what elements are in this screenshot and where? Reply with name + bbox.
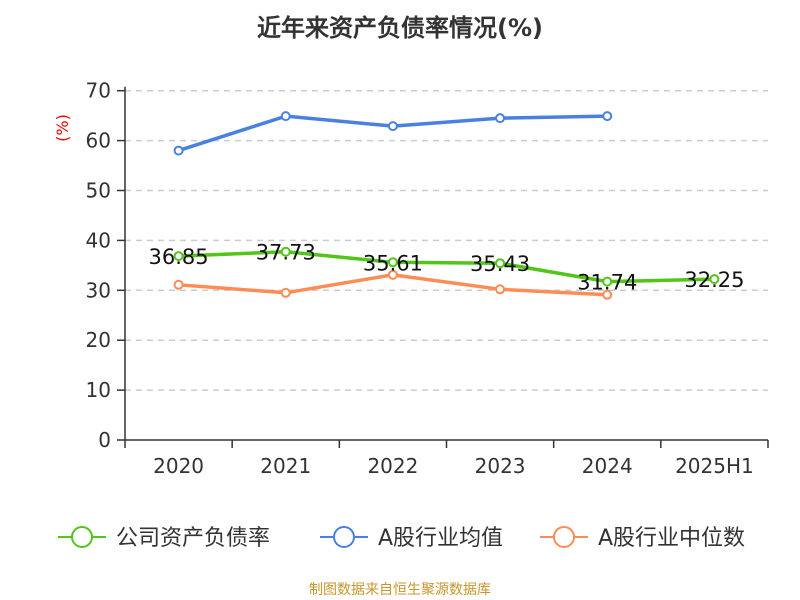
x-tick-label: 2021 — [260, 454, 311, 478]
data-point — [387, 121, 398, 132]
data-point — [495, 113, 506, 124]
data-point — [495, 258, 506, 269]
data-point — [602, 289, 613, 300]
legend-marker — [71, 526, 93, 548]
data-point — [709, 274, 720, 285]
series-line — [178, 249, 715, 284]
data-point — [173, 251, 184, 262]
x-tick-label: 2023 — [475, 454, 526, 478]
y-tick-label: 70 — [86, 79, 111, 103]
legend-label: A股行业均值 — [378, 526, 503, 551]
data-point — [602, 276, 613, 287]
y-tick-label: 20 — [86, 328, 111, 352]
data-point — [173, 145, 184, 156]
data-point — [602, 111, 613, 122]
data-point — [280, 246, 291, 257]
legend-marker — [333, 526, 355, 548]
data-label: 35.43 — [470, 252, 530, 276]
data-point — [280, 287, 291, 298]
y-axis-label: (%) — [53, 114, 72, 142]
data-point — [387, 257, 398, 268]
source-note: 制图数据来自恒生聚源数据库 — [309, 582, 491, 598]
x-tick-label: 2025H1 — [675, 454, 754, 478]
y-tick-label: 30 — [86, 278, 111, 302]
data-point — [280, 111, 291, 122]
data-label: 37.73 — [256, 241, 316, 265]
data-label: 31.74 — [577, 271, 637, 295]
legend-label: 公司资产负债率 — [116, 526, 270, 551]
data-point — [495, 284, 506, 295]
data-label: 35.61 — [363, 251, 423, 275]
y-tick-label: 50 — [86, 179, 111, 203]
data-label: 36.85 — [149, 245, 209, 269]
chart-title: 近年来资产负债率情况(%) — [257, 14, 543, 42]
y-tick-label: 40 — [86, 228, 111, 252]
x-tick-label: 2024 — [582, 454, 633, 478]
data-label: 32.25 — [684, 268, 744, 292]
y-tick-label: 10 — [86, 378, 111, 402]
legend-marker — [553, 526, 575, 548]
x-tick-label: 2022 — [367, 454, 418, 478]
y-tick-label: 0 — [98, 428, 111, 452]
y-tick-label: 60 — [86, 129, 111, 153]
data-point — [387, 269, 398, 280]
legend-label: A股行业中位数 — [598, 526, 745, 551]
x-tick-label: 2020 — [153, 454, 204, 478]
data-point — [173, 279, 184, 290]
